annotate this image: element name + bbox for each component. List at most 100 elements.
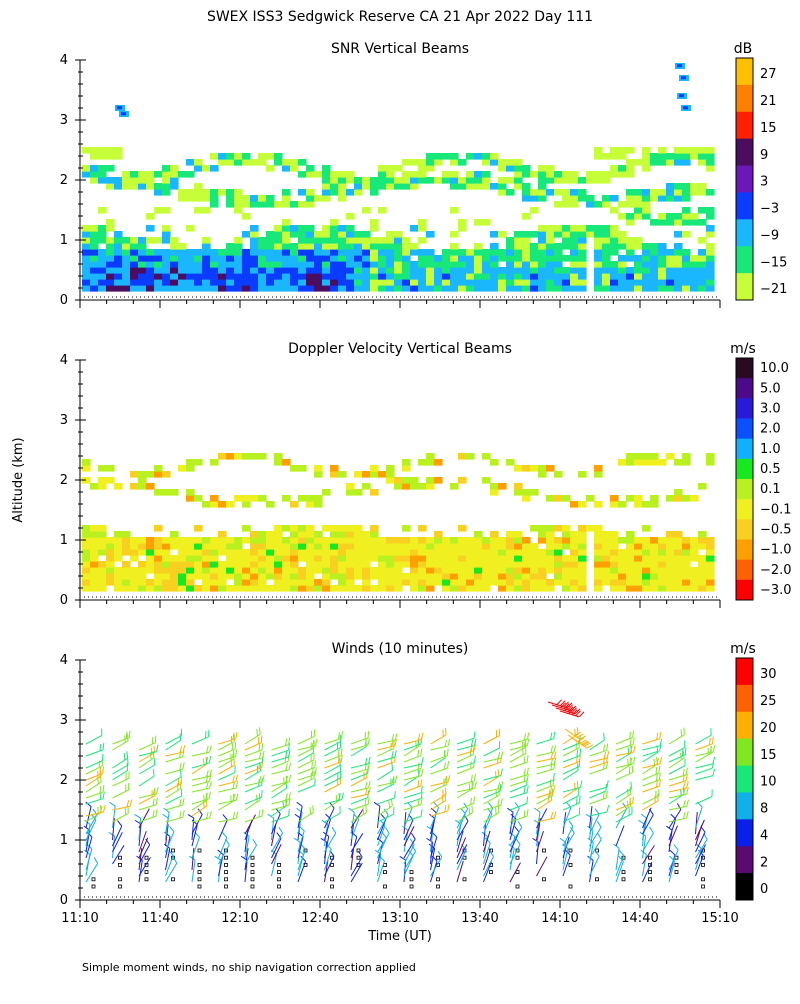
heatmap-cell <box>514 237 523 244</box>
heatmap-cell <box>418 555 427 562</box>
heatmap-cell <box>186 225 195 232</box>
heatmap-cell <box>546 267 555 274</box>
heatmap-cell <box>170 273 179 280</box>
heatmap-cell <box>506 549 515 556</box>
heatmap-cell <box>114 177 123 184</box>
heatmap-cell <box>202 573 211 580</box>
heatmap-cell <box>658 459 667 466</box>
heatmap-cell <box>386 543 395 550</box>
heatmap-cell <box>498 189 507 196</box>
heatmap-cell <box>514 279 523 286</box>
x-tick-label: 15:10 <box>701 911 738 926</box>
heatmap-cell <box>330 231 339 238</box>
heatmap-cell <box>682 159 691 166</box>
heatmap-cell <box>554 525 563 532</box>
heatmap-cell <box>146 555 155 562</box>
wind-barb <box>696 728 712 744</box>
heatmap-cell <box>106 273 115 280</box>
heatmap-cell <box>394 477 403 484</box>
heatmap-cell <box>522 237 531 244</box>
heatmap-cell <box>514 579 523 586</box>
heatmap-cell <box>642 201 651 208</box>
heatmap-cell <box>266 537 275 544</box>
heatmap-cell <box>122 567 131 574</box>
wind-barb <box>563 763 578 780</box>
heatmap-cell <box>610 585 619 592</box>
heatmap-cell <box>610 501 619 508</box>
heatmap-cell <box>306 273 315 280</box>
heatmap-cell <box>498 279 507 286</box>
heatmap-cell <box>354 573 363 580</box>
calm-marker <box>569 885 572 888</box>
heatmap-cell <box>554 177 563 184</box>
heatmap-cell <box>618 165 627 172</box>
heatmap-cell <box>426 165 435 172</box>
heatmap-cell <box>234 453 243 460</box>
wind-barb <box>192 832 199 858</box>
calm-marker <box>225 856 228 859</box>
heatmap-cell <box>386 567 395 574</box>
heatmap-cell <box>466 285 475 292</box>
heatmap-cell <box>626 285 635 292</box>
heatmap-cell <box>426 537 435 544</box>
heatmap-cell <box>450 567 459 574</box>
heatmap-cell <box>522 579 531 586</box>
heatmap-cell <box>290 159 299 166</box>
heatmap-cell <box>186 549 195 556</box>
heatmap-cell <box>410 249 419 256</box>
heatmap-cell <box>498 249 507 256</box>
heatmap-cell <box>530 279 539 286</box>
calm-marker <box>251 878 254 881</box>
heatmap-cell <box>426 555 435 562</box>
heatmap-cell <box>626 573 635 580</box>
heatmap-cell <box>546 273 555 280</box>
heatmap-cell <box>138 261 147 268</box>
heatmap-cell <box>130 483 139 490</box>
heatmap-cell <box>338 543 347 550</box>
heatmap-cell <box>450 177 459 184</box>
heatmap-cell <box>698 159 707 166</box>
heatmap-cell <box>522 195 531 202</box>
heatmap-cell <box>490 489 499 496</box>
heatmap-cell <box>666 285 675 292</box>
heatmap-cell <box>194 543 203 550</box>
heatmap-cell <box>378 543 387 550</box>
heatmap-cell <box>330 279 339 286</box>
heatmap-cell <box>378 237 387 244</box>
heatmap-cell <box>250 267 259 274</box>
heatmap-cell <box>114 555 123 562</box>
heatmap-cell <box>346 255 355 262</box>
heatmap-cell <box>330 225 339 232</box>
heatmap-cell <box>474 255 483 262</box>
heatmap-cell <box>194 249 203 256</box>
heatmap-cell <box>386 465 395 472</box>
heatmap-cell <box>546 531 555 538</box>
heatmap-cell <box>162 471 171 478</box>
heatmap-cell <box>650 501 659 508</box>
heatmap-cell <box>186 543 195 550</box>
heatmap-cell <box>642 153 651 160</box>
heatmap-cell <box>338 531 347 538</box>
wind-barb <box>166 745 185 756</box>
heatmap-cell <box>298 237 307 244</box>
heatmap-cell <box>546 237 555 244</box>
heatmap-cell <box>426 561 435 568</box>
heatmap-cell <box>674 531 683 538</box>
heatmap-cell <box>346 489 355 496</box>
heatmap-cell <box>498 255 507 262</box>
heatmap-cell <box>602 543 611 550</box>
heatmap-cell <box>122 573 131 580</box>
heatmap-cell <box>162 543 171 550</box>
heatmap-cell <box>474 219 483 226</box>
heatmap-cell <box>82 231 91 238</box>
heatmap-cell <box>218 501 227 508</box>
heatmap-cell <box>570 261 579 268</box>
heatmap-cell <box>570 501 579 508</box>
heatmap-cell <box>658 543 667 550</box>
heatmap-cell <box>674 573 683 580</box>
heatmap-cell <box>354 279 363 286</box>
heatmap-cell <box>626 579 635 586</box>
heatmap-cell <box>466 267 475 274</box>
y-tick-label: 3 <box>60 413 68 428</box>
heatmap-cell <box>314 279 323 286</box>
